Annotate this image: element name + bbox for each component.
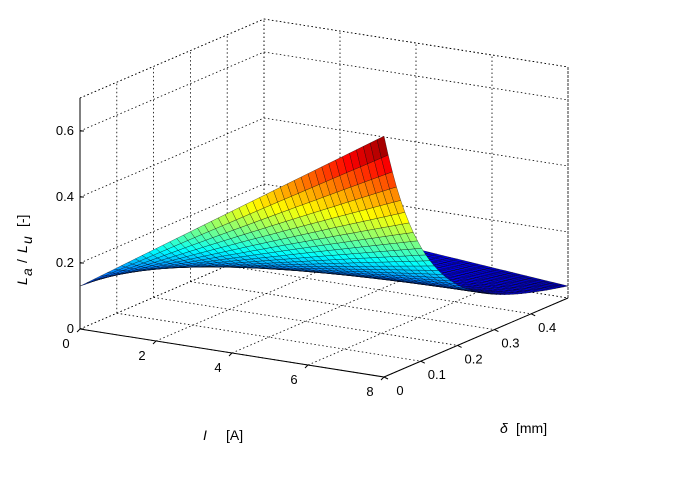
x-tick-label: 8 xyxy=(366,384,373,399)
sidewall-gridline-z xyxy=(79,51,265,132)
y-tick-label: 0 xyxy=(396,383,403,398)
y-axis-unit: [mm] xyxy=(516,420,547,436)
y-tick-label: 0.1 xyxy=(428,367,446,382)
z-axis-label: L a / L u [-] xyxy=(14,215,35,285)
sidewall-gridline-z xyxy=(79,183,265,264)
x-tick-label: 0 xyxy=(62,336,69,351)
backwall-gridline-z xyxy=(263,117,569,167)
surface-patch xyxy=(376,135,389,159)
floor-gridline-x xyxy=(155,261,341,342)
z-tick-label: 0 xyxy=(67,321,74,336)
x-axis-symbol: I xyxy=(203,427,207,443)
x-axis-label: I [A] xyxy=(203,427,243,443)
z-axis-unit: [-] xyxy=(14,215,30,227)
x-tick-mark xyxy=(76,328,81,333)
x-tick-mark xyxy=(152,340,157,345)
floor-gridline-x xyxy=(307,285,493,366)
z-tick-label: 0.2 xyxy=(56,255,74,270)
z-axis-symbol-1: L xyxy=(14,277,30,285)
surface-patch xyxy=(86,278,99,283)
floor-gridline-y xyxy=(153,297,458,346)
x-tick-label: 6 xyxy=(290,372,297,387)
y-axis-symbol: δ xyxy=(500,420,508,436)
box-edge xyxy=(263,18,569,68)
x-tick-label: 2 xyxy=(138,348,145,363)
floor-gridline-y xyxy=(190,281,495,330)
surface-patch xyxy=(79,281,92,287)
x-axis-unit: [A] xyxy=(226,427,243,443)
y-tick-label: 0.2 xyxy=(465,351,483,366)
box-edge xyxy=(79,18,265,99)
z-axis-sub-1: a xyxy=(19,268,35,276)
surface-mesh xyxy=(79,135,569,295)
y-tick-mark xyxy=(494,329,499,333)
x-tick-label: 4 xyxy=(214,360,221,375)
z-axis-symbol-2: L xyxy=(14,245,30,253)
floor-gridline-x xyxy=(231,273,417,354)
y-axis-label: δ [mm] xyxy=(500,420,547,436)
y-tick-label: 0.4 xyxy=(538,320,556,335)
z-tick-label: 0.4 xyxy=(56,189,74,204)
y-tick-label: 0.3 xyxy=(501,336,519,351)
floor-gridline-y xyxy=(116,312,421,362)
x-tick-mark xyxy=(380,376,385,381)
x-tick-mark xyxy=(304,364,309,369)
y-tick-mark xyxy=(457,344,462,348)
backwall-gridline-z xyxy=(263,18,569,68)
sidewall-gridline-z xyxy=(79,117,265,198)
backwall-gridline-z xyxy=(263,51,569,101)
z-axis-sub-2: u xyxy=(19,236,35,244)
y-axis-line xyxy=(383,297,569,378)
y-tick-mark xyxy=(530,313,536,317)
x-tick-mark xyxy=(228,352,233,357)
sidewall-gridline-z xyxy=(79,249,265,330)
floor-gridline-y xyxy=(227,265,532,315)
y-tick-mark xyxy=(383,376,389,380)
z-axis-sep: / xyxy=(14,259,30,263)
y-tick-mark xyxy=(420,360,426,364)
z-tick-label: 0.6 xyxy=(56,123,74,138)
tick-labels: 0 2 4 6 8 0 0.1 0.2 0.3 0.4 0 0.2 0.4 0.6 xyxy=(56,123,556,399)
backwall-gridline-z xyxy=(263,183,569,233)
